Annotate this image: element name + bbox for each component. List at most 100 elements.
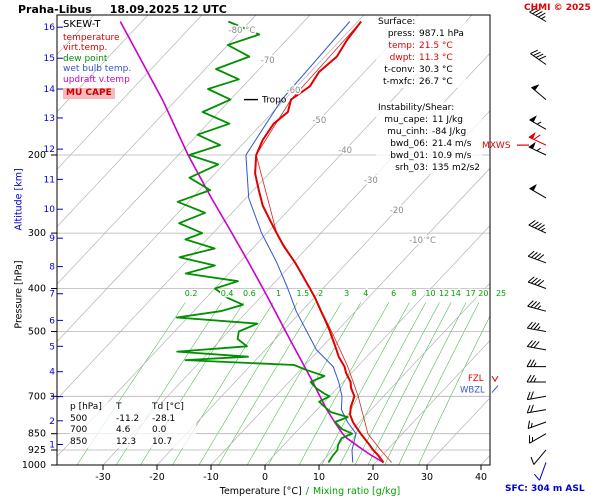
plot-grid [57,15,490,465]
altitude-tick-label: 16 [44,23,56,33]
altitude-tick-label: 12 [44,145,55,155]
instability-panel: Instability/Shear: mu_cape: 11 J/kg mu_cin… [376,102,482,174]
mixing-ratio-label: 1 [276,289,281,298]
surface-panel-title: Surface: [378,17,416,27]
altitude-tick-label: 10 [44,205,56,215]
wind-barb [530,449,547,465]
surface-row: t-conv: 30.3 °C [378,64,464,76]
temperature-axis-title: Temperature [°C] [219,486,302,497]
mixing-ratio-label: 20 [478,289,488,298]
wind-barb [526,340,547,351]
surface-row-value: 11.3 °C [419,53,453,63]
temperature-tick-label: 0 [262,472,268,483]
wind-barb [529,183,547,199]
legend: SKEW-T temperature virt.temp. dew point wet… [63,19,132,99]
mixing-ratio-label: 8 [412,289,417,298]
pressure-tick-label: 1000 [22,460,46,471]
table-cell: 4.6 [116,425,131,435]
instability-row: mu_cinh: -84 J/kg [378,126,480,138]
altitude-tick-label: 3 [49,393,55,403]
pressure-axis-title: Pressure [hPa] [13,260,25,329]
altitude-tick-label: 2 [49,417,55,427]
wbzl-slash-icon [491,385,499,393]
altitude-tick-label: 4 [49,368,55,378]
pressure-tick-label: 700 [28,391,46,402]
temperature-tick-label: 30 [421,472,433,483]
wind-barb [527,250,547,264]
wind-barb [528,220,547,234]
surface-row-label: press: [387,29,415,39]
instability-row: mu_cape: 11 J/kg [378,114,480,126]
table-row: 850 12.3 10.7 [70,437,196,449]
instability-row-value: 11 J/kg [432,115,463,125]
instability-rows: mu_cape: 11 J/kg mu_cinh: -84 J/kg bwd_06: 21… [378,114,480,174]
instability-row-label: bwd_06: [390,139,428,149]
legend-title: SKEW-T [63,19,101,30]
altitude-tick-label: 7 [49,290,55,300]
mixing-ratio-label: 14 [451,289,461,298]
level-data-table-body: p [hPa] T Td [°C] 500 -11.2 -28.1 700 4.6 0.0 850… [70,402,196,448]
legend-item-temperature: temperature [63,32,120,43]
legend-item-wet-bulb-temp: wet bulb temp. [63,64,132,74]
table-cell: 0.0 [152,425,167,435]
surface-row-label: temp: [388,41,415,51]
surface-row: temp: 21.5 °C [378,40,464,52]
copyright-notice: CHMI © 2025 [524,3,591,13]
mixing-ratio-label: 0.4 [221,289,234,298]
table-cell: -11.2 [116,413,140,424]
mixing-ratio-label: 17 [466,289,476,298]
instability-row: bwd_01: 10.9 m/s [378,150,480,162]
surface-row-value: 987.1 hPa [419,29,464,39]
altitude-tick-label: 15 [44,54,55,64]
mixing-ratio-label: 4 [363,289,368,298]
wind-barb [529,7,547,22]
mixing-ratio-axis-title: Mixing ratio [g/kg] [312,486,401,497]
instability-row-value: 10.9 m/s [432,151,472,161]
temperature-tick-label: 20 [367,472,379,483]
mixing-ratio-label: 12 [439,289,449,298]
legend-item-dew-point: dew point [63,53,108,64]
instability-row: bwd_06: 21.4 m/s [378,138,480,150]
isotherm-label: -40 [338,146,352,156]
wind-barb [533,462,547,481]
sounding-datetime: 18.09.2025 12 UTC [109,3,227,16]
table-cell: 850 [70,436,88,447]
wind-barb [526,359,546,368]
altitude-tick-label: 8 [49,263,55,273]
table-header: Td [°C] [152,402,184,412]
instability-row-label: mu_cinh: [387,127,428,137]
level-data-table: p [hPa] T Td [°C] 500 -11.2 -28.1 700 4.6 0.0 850… [70,402,196,448]
isotherm-label: -60 [287,86,301,96]
table-cell: 500 [70,413,88,424]
surface-row-label: t-mxfc: [382,77,415,87]
wind-barb [530,84,547,100]
virt-temp-curve [255,21,392,463]
altitude-tick-label: 14 [44,85,56,95]
wind-barb [527,300,547,312]
table-header: p [hPa] [70,402,102,412]
table-header: T [116,402,122,412]
table-row: 700 4.6 0.0 [70,425,196,437]
temperature-tick-label: 40 [475,472,487,483]
altitude-axis-title: Altitude [km] [13,168,25,231]
chart-title: Praha-Libus 18.09.2025 12 UTC [18,3,227,16]
updraft-parcel-curve [119,21,384,464]
mixing-ratio-label: 0.2 [185,289,198,298]
altitude-tick-label: 9 [49,234,55,244]
isotherm-label: -30 [364,176,378,186]
surface-panel: Surface: press: 987.1 hPa temp: 21.5 °C dwpt… [376,16,466,88]
axis-separator: / [305,486,309,497]
table-row: 500 -11.2 -28.1 [70,414,196,426]
wind-barb [526,321,547,332]
isotherm-label: -10 °C [409,236,436,246]
instability-row-label: bwd_01: [390,151,428,161]
tropopause-label: Tropo [261,96,287,106]
altitude-tick-label: 1 [49,440,55,450]
mixing-ratio-label: 6 [391,289,396,298]
altitude-tick-label: 11 [44,175,55,185]
temperature-tick-label: -10 [203,472,219,483]
wbzl-label: WBZL [460,386,485,396]
wind-barb [526,374,546,383]
